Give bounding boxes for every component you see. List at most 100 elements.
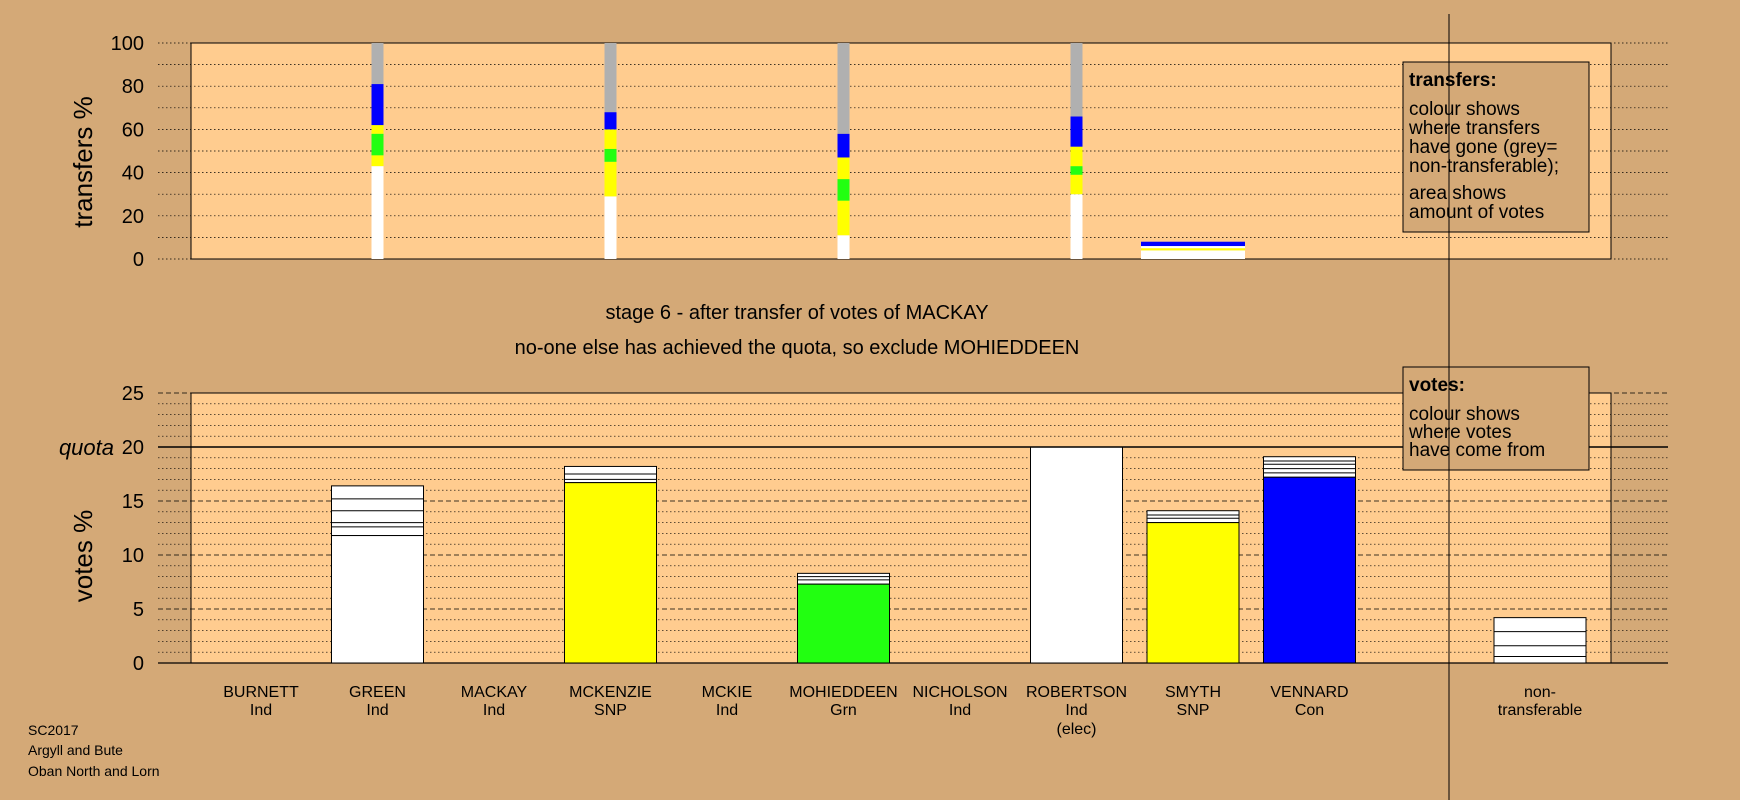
vote-bar-first-preference xyxy=(797,583,890,664)
transfer-segment-yellow xyxy=(371,155,384,167)
candidate-party-label: Grn xyxy=(830,702,857,719)
transfers-legend-line: have gone (grey= xyxy=(1409,137,1557,158)
transfer-segment-yellow xyxy=(604,129,617,149)
stage-title: stage 6 - after transfer of votes of MAC… xyxy=(605,302,988,324)
transfers-tick-label: 40 xyxy=(122,163,144,185)
transfer-segment-grey xyxy=(604,43,617,113)
transfer-segment-green xyxy=(1070,166,1083,175)
transfer-segment-grey xyxy=(1070,43,1083,117)
transfer-segment-white xyxy=(604,196,617,259)
transfers-tick-label: 80 xyxy=(122,76,144,98)
transfers-legend-line: area shows xyxy=(1409,183,1506,204)
transfer-segment-blue xyxy=(837,133,850,158)
transfers-legend-line: amount of votes xyxy=(1409,202,1544,223)
vote-bar-first-preference xyxy=(1030,446,1123,664)
transfer-segment-white xyxy=(371,166,384,259)
transfer-segment-yellow xyxy=(1070,174,1083,195)
vote-bar-transfers xyxy=(797,572,890,585)
transfer-segment-white xyxy=(837,235,850,259)
transfers-tick-label: 0 xyxy=(133,249,144,271)
quota-label: quota xyxy=(59,435,114,460)
transfers-tick-label: 100 xyxy=(111,33,144,55)
candidate-name-label: GREEN xyxy=(349,684,406,701)
votes-plot-area xyxy=(190,392,1612,664)
votes-tick-label: 5 xyxy=(133,599,144,621)
candidate-name-label: ROBERTSON xyxy=(1026,684,1127,701)
transfer-segment-yellow xyxy=(1070,146,1083,167)
transfers-legend-line: where transfers xyxy=(1408,118,1540,139)
votes-tick-label: 25 xyxy=(122,383,144,405)
transfer-segment-white xyxy=(1141,246,1245,249)
transfer-segment-grey xyxy=(837,43,850,134)
candidate-party-label: Ind xyxy=(1065,702,1087,719)
stage-subtitle: no-one else has achieved the quota, so e… xyxy=(515,337,1080,359)
transfer-segment-white xyxy=(1141,250,1245,259)
vote-bar-transfers xyxy=(1146,510,1240,524)
vote-bar-first-preference xyxy=(1146,522,1240,664)
candidate-party-label: SNP xyxy=(594,702,627,719)
candidate-party-label: SNP xyxy=(1177,702,1210,719)
footer-year: SC2017 xyxy=(28,722,79,738)
votes-y-axis-label: votes % xyxy=(68,510,98,603)
candidate-name-label: VENNARD xyxy=(1270,684,1348,701)
transfer-segment-yellow xyxy=(1141,248,1245,251)
candidate-name-label: MOHIEDDEEN xyxy=(789,684,897,701)
votes-legend-line: where votes xyxy=(1408,422,1511,443)
transfers-chart: 0 20 40 60 80 100 transfers % xyxy=(68,33,1668,271)
nontransferable-bar xyxy=(1493,617,1587,664)
votes-tick-label: 0 xyxy=(133,653,144,675)
transfer-segment-yellow xyxy=(837,200,850,236)
transfers-legend-box xyxy=(1402,61,1590,233)
transfer-segment-green xyxy=(837,179,850,201)
votes-legend-line: have come from xyxy=(1409,440,1545,461)
vote-bar-first-preference xyxy=(331,535,424,664)
transfer-segment-yellow xyxy=(837,157,850,180)
transfers-legend: transfers: colour shows where transfers … xyxy=(1402,61,1590,233)
transfers-legend-line: colour shows xyxy=(1409,99,1520,120)
nontransferable-label: non- xyxy=(1524,684,1556,701)
candidate-party-label: Ind xyxy=(716,702,738,719)
votes-tick-labels: 0 5 10 15 20 25 xyxy=(122,383,144,675)
transfer-segment-blue xyxy=(1141,241,1245,247)
footer-council: Argyll and Bute xyxy=(28,742,123,758)
votes-tick-label: 20 xyxy=(122,437,144,459)
transfers-tick-labels: 0 20 40 60 80 100 xyxy=(111,33,144,271)
transfers-legend-heading: transfers: xyxy=(1409,70,1497,91)
candidate-party-label: Ind xyxy=(366,702,388,719)
votes-legend-box xyxy=(1402,366,1590,471)
transfers-legend-line: non-transferable); xyxy=(1409,156,1559,177)
transfers-y-axis-label: transfers % xyxy=(68,96,98,228)
votes-legend-heading: votes: xyxy=(1409,375,1465,396)
candidate-status-label: (elec) xyxy=(1056,721,1096,738)
transfer-segment-blue xyxy=(1070,116,1083,147)
transfer-segment-green xyxy=(604,148,617,162)
candidate-name-label: MCKIE xyxy=(702,684,753,701)
candidate-party-label: Ind xyxy=(949,702,971,719)
transfer-segment-white xyxy=(1070,194,1083,259)
candidate-party-label: Con xyxy=(1295,702,1324,719)
vote-bar-first-preference xyxy=(1263,476,1356,664)
candidate-name-label: MCKENZIE xyxy=(569,684,652,701)
transfer-segment-green xyxy=(371,133,384,156)
footer-ward: Oban North and Lorn xyxy=(28,763,160,779)
transfers-tick-label: 60 xyxy=(122,119,144,141)
candidate-labels: BURNETTIndGREENIndMACKAYIndMCKENZIESNPMC… xyxy=(223,684,1582,738)
transfer-segment-yellow xyxy=(371,125,384,134)
candidate-name-label: SMYTH xyxy=(1165,684,1221,701)
votes-legend-line: colour shows xyxy=(1409,404,1520,425)
vote-bar-transfers xyxy=(1263,456,1356,478)
vote-bar-transfers xyxy=(564,465,657,484)
vote-bar-first-preference xyxy=(564,482,657,664)
votes-tick-label: 15 xyxy=(122,491,144,513)
transfer-segment-yellow xyxy=(604,161,617,197)
candidate-name-label: MACKAY xyxy=(461,684,528,701)
votes-legend: votes: colour shows where votes have com… xyxy=(1402,366,1590,471)
candidate-party-label: Ind xyxy=(250,702,272,719)
candidate-party-label: Ind xyxy=(483,702,505,719)
transfers-tick-label: 20 xyxy=(122,206,144,228)
transfers-bars xyxy=(371,43,1245,259)
transfer-segment-grey xyxy=(371,43,384,85)
votes-bars xyxy=(331,446,1587,664)
